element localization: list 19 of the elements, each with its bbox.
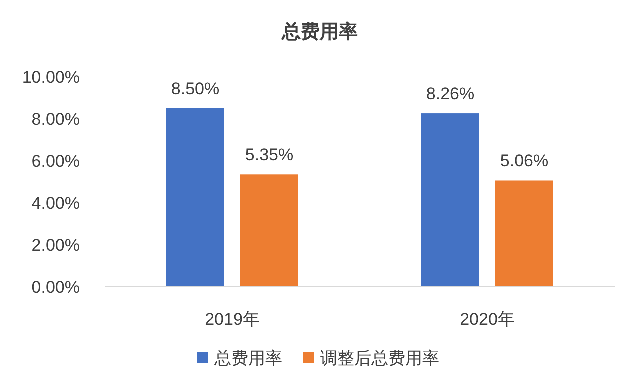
y-tick-label: 2.00% (32, 236, 80, 255)
bar (240, 174, 298, 287)
x-tick-label: 2020年 (460, 310, 515, 329)
data-label: 8.50% (171, 80, 220, 98)
chart-title: 总费用率 (281, 21, 358, 43)
y-tick-label: 4.00% (32, 194, 80, 213)
y-tick-label: 6.00% (32, 152, 80, 171)
bar (496, 180, 554, 287)
bar (166, 108, 224, 287)
legend-label: 总费用率 (214, 349, 282, 368)
legend-label: 调整后总费用率 (320, 349, 440, 368)
y-tick-label: 0.00% (32, 278, 80, 297)
y-tick-label: 10.00% (22, 68, 80, 87)
data-label: 5.06% (500, 152, 549, 171)
x-tick-label: 2019年 (205, 310, 260, 329)
data-label: 5.35% (245, 146, 294, 165)
y-tick-label: 8.00% (32, 110, 80, 129)
bar (422, 114, 480, 287)
data-label: 8.26% (426, 84, 475, 104)
